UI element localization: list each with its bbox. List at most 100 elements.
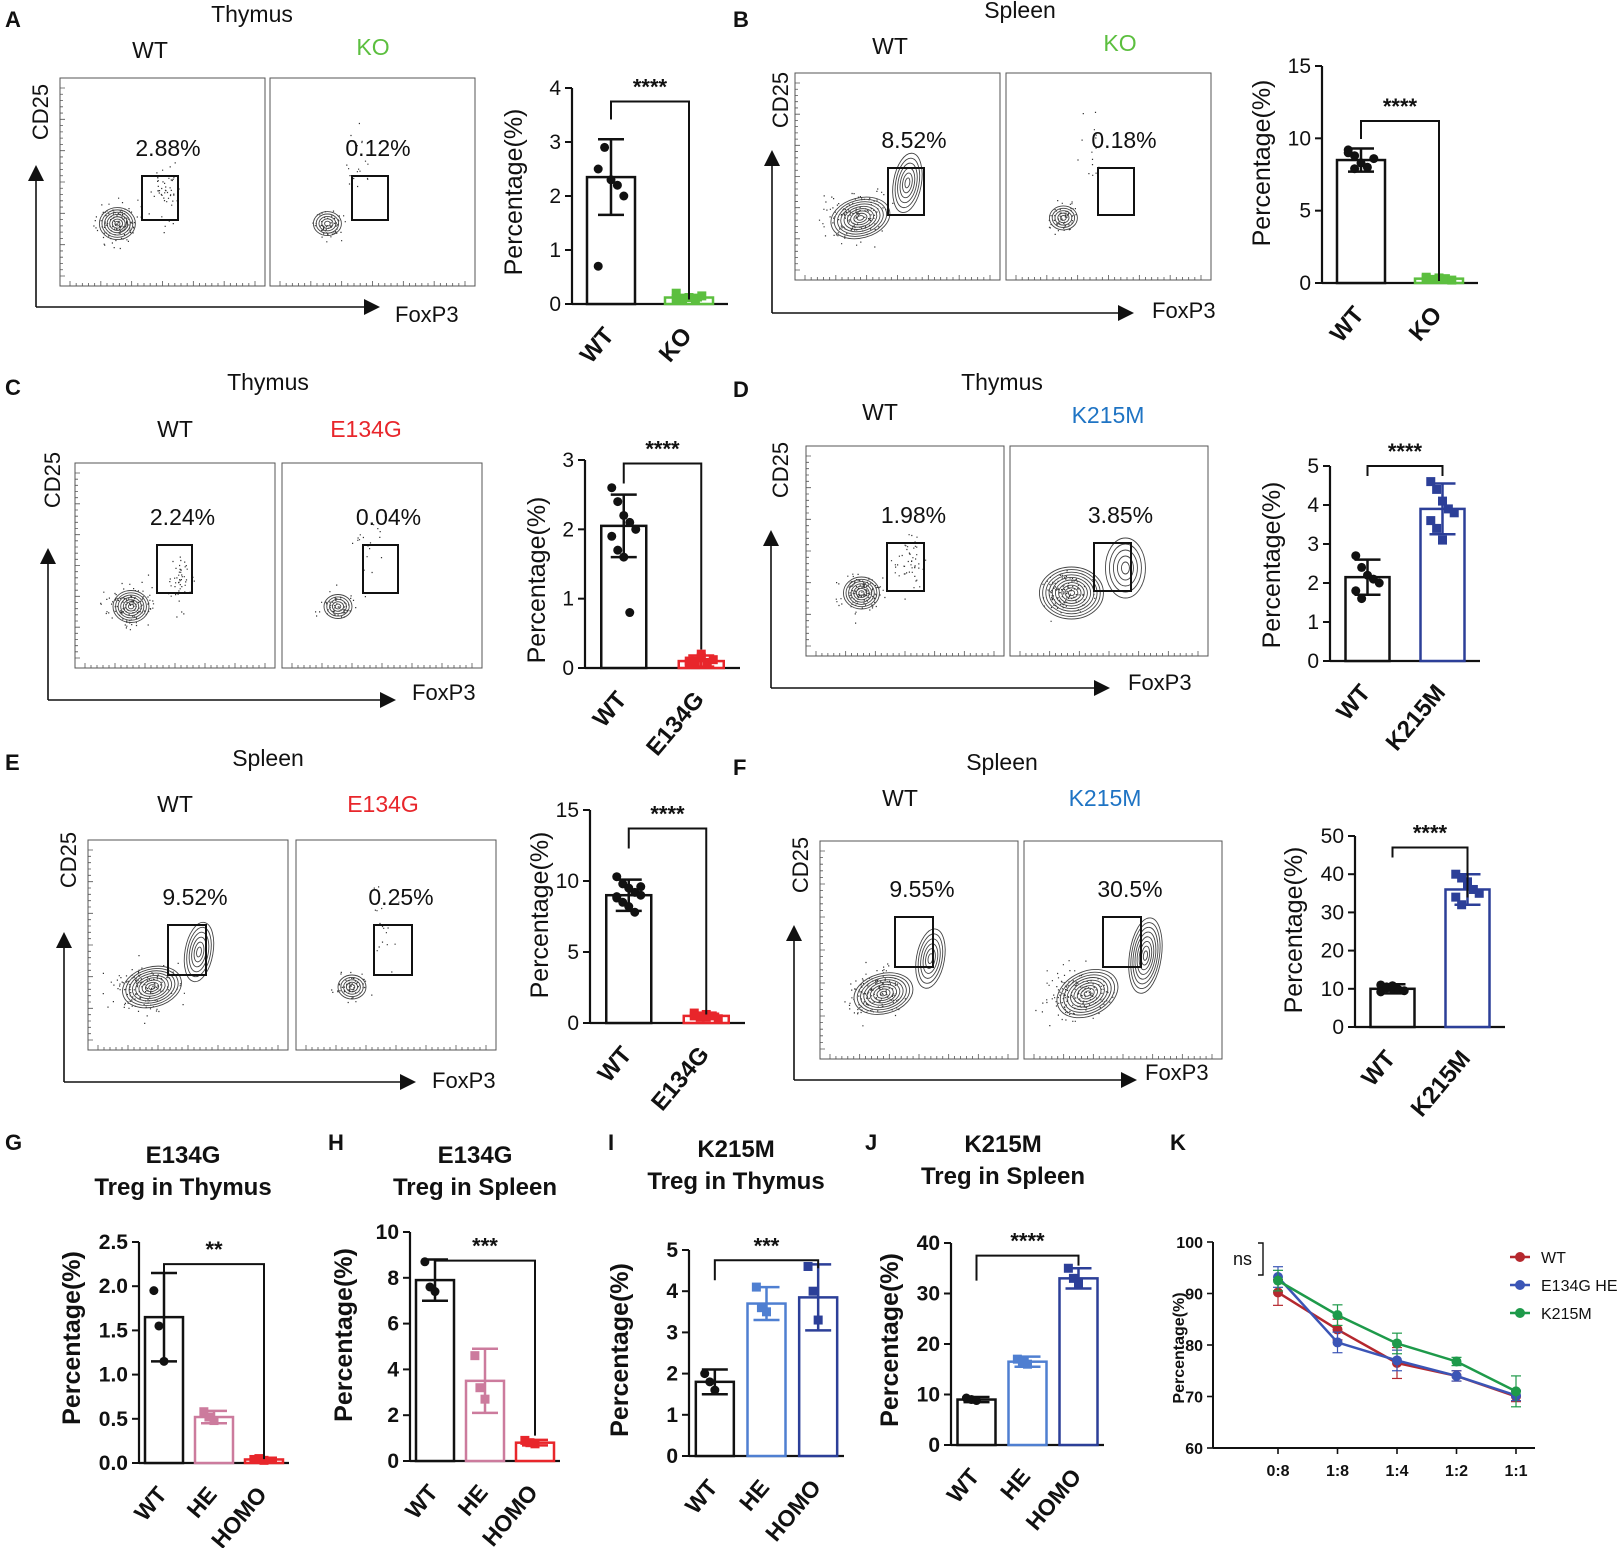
- data-point: [209, 1416, 219, 1426]
- data-point: [813, 1315, 823, 1325]
- data-point: [708, 655, 718, 665]
- panel-letter: E: [5, 750, 20, 775]
- data-point: [593, 261, 603, 271]
- panel-title-line2: Treg in Thymus: [647, 1168, 824, 1195]
- contour-line: [1136, 936, 1155, 975]
- contour-line: [1057, 212, 1070, 224]
- contour-line: [318, 215, 337, 232]
- contour-line: [1070, 979, 1105, 1008]
- y-tick-label: 2: [387, 1404, 399, 1427]
- data-point: [607, 483, 617, 493]
- data-point: [1451, 869, 1461, 879]
- bar-K215M: [1444, 888, 1491, 1029]
- contour-line: [1038, 566, 1104, 620]
- line-chart-K: 60 70 80 90 100 0:8 1:8 1:4 1:2 1:1 Percentage(%) W…: [1171, 1235, 1617, 1480]
- flow-plot-frame: [1023, 840, 1223, 1060]
- category-label: WT: [1325, 301, 1370, 347]
- data-point: [678, 294, 688, 304]
- significance-bracket: [622, 462, 703, 650]
- y-tick-label: 90: [1185, 1287, 1203, 1304]
- data-point: [1362, 162, 1372, 172]
- contour-line: [111, 218, 123, 229]
- flow-plot-wt: 8.52%: [794, 72, 1001, 281]
- y-axis-label: CD25: [56, 832, 81, 888]
- data-point: [630, 907, 640, 917]
- y-tick-label: 4: [666, 1280, 678, 1303]
- contour-line: [1042, 569, 1101, 617]
- data-point: [689, 1008, 699, 1018]
- gate-box: [351, 175, 389, 221]
- contour-line: [345, 981, 359, 993]
- bar-WT: [956, 1398, 997, 1447]
- data-point: [696, 649, 706, 659]
- category-label: HOMO: [760, 1475, 826, 1547]
- y-axis-title: Percentage(%): [1258, 482, 1286, 649]
- contour-line: [112, 590, 150, 623]
- category-label: WT: [593, 1041, 638, 1087]
- contour-line: [915, 928, 946, 989]
- contour-line: [334, 603, 342, 610]
- contour-line: [1054, 210, 1073, 226]
- significance-bracket: [975, 1254, 1080, 1281]
- data-point: [1457, 873, 1467, 883]
- category-label: K215M: [1406, 1046, 1476, 1123]
- x-axis-label: FoxP3: [1152, 298, 1216, 323]
- contour-line: [845, 578, 878, 608]
- y-tick-label: 3: [1307, 533, 1319, 556]
- bar-chart-A: 0 1 2 3 4 Percentage(%) WT KO ****: [500, 75, 728, 368]
- y-axis-title: Percentage(%): [58, 1251, 86, 1425]
- mutant-label: K215M: [1072, 402, 1145, 428]
- significance-stars: ***: [754, 1233, 780, 1258]
- panel-title-line2: Treg in Spleen: [393, 1174, 557, 1201]
- panel-letter: C: [5, 375, 21, 400]
- contour-line: [855, 587, 868, 599]
- data-point: [480, 1394, 490, 1404]
- data-point: [1426, 477, 1436, 487]
- gate-percentage: 2.24%: [150, 504, 215, 530]
- y-tick-label: 0: [1332, 1016, 1344, 1039]
- flow-plot-mut: 0.04%: [281, 462, 483, 669]
- bar-K215M: [1419, 507, 1466, 663]
- contour-line: [1045, 571, 1098, 615]
- y-axis-label: CD25: [28, 84, 53, 140]
- contour-line: [1060, 215, 1067, 221]
- contour-line: [1058, 582, 1085, 604]
- flow-plot-wt: 9.52%: [87, 839, 289, 1051]
- x-axis-arrowhead: [1118, 305, 1134, 321]
- contour-line: [846, 208, 874, 228]
- data-point: [600, 142, 610, 152]
- y-tick-label: 5: [567, 941, 579, 964]
- contour-line: [104, 211, 131, 236]
- contour-line: [188, 931, 210, 973]
- contour-line: [1080, 987, 1095, 1000]
- y-tick-label: 1: [562, 588, 574, 611]
- data-point: [1357, 562, 1367, 572]
- data-point: [1343, 148, 1353, 158]
- data-point: [1017, 1357, 1027, 1367]
- panel-letter: K: [1170, 1130, 1186, 1155]
- gate-box: [141, 175, 179, 221]
- data-point: [149, 1286, 159, 1296]
- y-tick-label: 0: [1299, 272, 1311, 295]
- category-label: WT: [400, 1480, 443, 1524]
- data-point: [1273, 1287, 1283, 1298]
- y-tick-label: 0: [928, 1434, 940, 1457]
- contour-line: [109, 216, 126, 231]
- category-label: WT: [680, 1475, 723, 1519]
- contour-line: [1134, 931, 1157, 980]
- y-tick-label: 10: [1288, 127, 1311, 150]
- data-point: [1074, 1278, 1083, 1288]
- flow-plot-ticks: [1015, 275, 1202, 280]
- x-axis-arrowhead: [400, 1074, 416, 1090]
- contour-line: [348, 984, 356, 990]
- legend-label: E134G HE: [1541, 1278, 1617, 1295]
- contour-line: [337, 974, 367, 1000]
- category-label: WT: [1356, 1045, 1401, 1091]
- contour-line: [127, 603, 135, 610]
- category-label: HE: [181, 1482, 221, 1523]
- data-point: [1432, 523, 1442, 533]
- contour-line: [1116, 555, 1134, 581]
- data-point: [690, 656, 700, 666]
